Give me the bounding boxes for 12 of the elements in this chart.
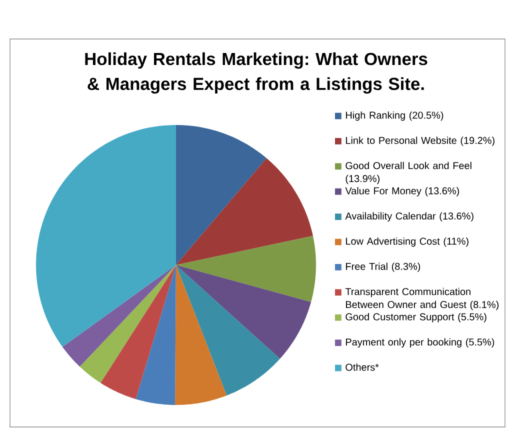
legend-label: High Ranking (20.5%) (346, 111, 444, 121)
legend-label: Transparent Communication Between Owner and Guest (8.1%) (345, 288, 499, 310)
legend-label: Good Customer Support (5.5%) (346, 313, 486, 322)
legend-label: Value For Money (13.6%) (345, 187, 459, 196)
chart-title: Holiday Rentals Marketing: What Owners & Managers Expect from a Listings Site. (85, 52, 428, 94)
legend-label: Low Advertising Cost (11%) (346, 237, 468, 247)
legend-label: Payment only per booking (5.5%) (346, 338, 494, 348)
legend-label: Availability Calendar (13.6%) (345, 212, 474, 222)
legend-label: Good Overall Look and Feel (13.9%) (346, 162, 472, 184)
legend-label: Free Trial (8.3%) (346, 262, 420, 272)
legend-label: Others* (346, 363, 379, 371)
legend-label: Link to Personal Website (19.2%) (346, 136, 494, 146)
